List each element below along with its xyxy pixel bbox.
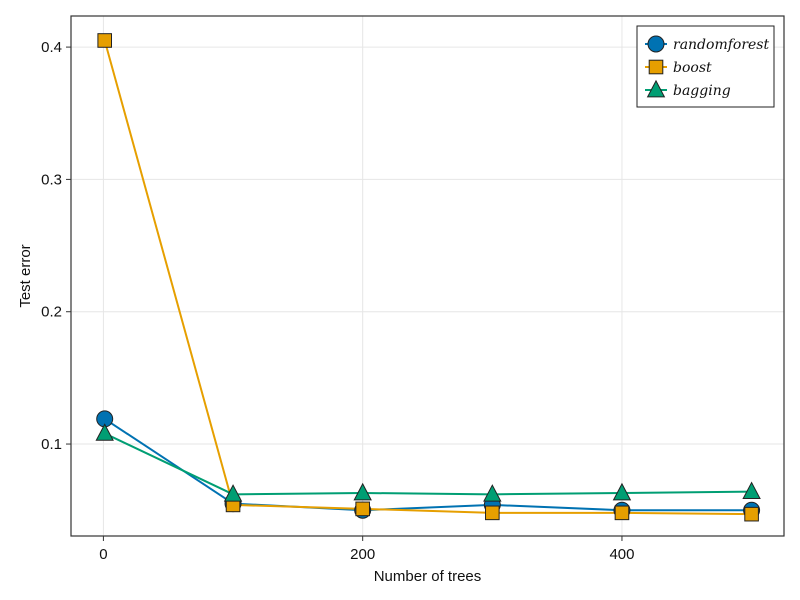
data-point-boost (97, 33, 113, 48)
y-tick-label: 0.1 (41, 436, 62, 453)
legend-label-bagging: bagging (673, 83, 731, 99)
legend-marker-randomforest (647, 35, 665, 53)
legend: randomforest boost bagging (636, 25, 775, 108)
series-lines (103, 40, 752, 516)
x-tick-label: 0 (99, 546, 107, 563)
series-line-randomforest (104, 418, 752, 512)
plot-frame (70, 15, 785, 537)
y-tick-label: 0.4 (41, 39, 62, 56)
legend-marker-bagging (646, 79, 666, 98)
y-axis-ticks: 0.1 0.2 0.3 0.4 (41, 39, 71, 453)
data-point-bagging (612, 482, 632, 501)
data-point-bagging (223, 484, 243, 502)
data-point-boost (614, 505, 630, 521)
data-point-boost (744, 506, 759, 522)
data-point-bagging (742, 481, 761, 500)
legend-label-boost: boost (673, 60, 712, 76)
data-point-boost (355, 501, 370, 517)
legend-label-randomforest: randomforest (673, 37, 769, 53)
x-tick-label: 400 (609, 546, 634, 563)
series-line-boost (103, 40, 752, 516)
data-point-bagging (483, 484, 502, 502)
x-axis-ticks: 0 200 400 (99, 536, 634, 563)
data-point-boost (485, 505, 500, 521)
y-tick-label: 0.2 (41, 304, 62, 321)
y-tick-label: 0.3 (41, 171, 62, 188)
data-point-bagging (353, 482, 372, 501)
series-line-bagging (104, 432, 752, 496)
data-point-bagging (95, 423, 114, 441)
series-markers (95, 33, 761, 522)
legend-marker-boost (648, 59, 664, 75)
x-axis-label: Number of trees (374, 568, 482, 585)
y-axis-label: Test error (17, 244, 34, 307)
x-tick-label: 200 (350, 546, 375, 563)
